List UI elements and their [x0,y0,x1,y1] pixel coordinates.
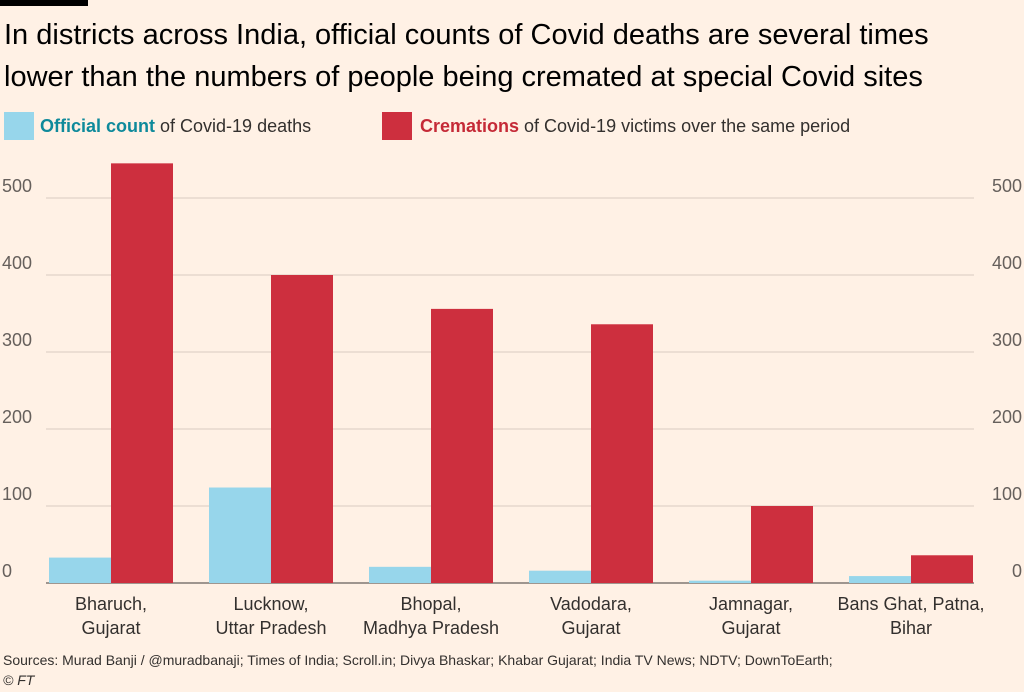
bar-official [689,580,751,583]
y-tick-label-right: 500 [992,176,1022,196]
title-line-2: lower than the numbers of people being c… [4,61,923,93]
y-tick-label-left: 300 [2,330,32,350]
category-label: Bhopal, [400,594,461,614]
legend-swatch-official [4,112,34,140]
y-tick-label-right: 0 [1012,561,1022,581]
bar-official [209,487,271,583]
ft-top-bar [0,0,88,6]
y-tick-label-right: 100 [992,484,1022,504]
source-text: Sources: Murad Banji / @muradbanaji; Tim… [3,652,833,668]
legend-label-cremations: Cremations of Covid-19 victims over the … [420,116,850,137]
category-labels: Bharuch, Gujarat Lucknow, Uttar Pradesh Bhop… [75,594,985,638]
category-label: Gujarat [561,618,620,638]
category-label: Jamnagar, [709,594,793,614]
bar-cremations [591,324,653,583]
category-label: Lucknow, [233,594,308,614]
y-tick-label-right: 200 [992,407,1022,427]
legend-cremations-bold: Cremations [420,116,520,136]
bar-cremations [911,555,973,583]
copyright: © FT [3,672,35,688]
y-tick-label-right: 400 [992,253,1022,273]
bar-chart: 0 0 100 100 200 200 300 300 400 400 500 500 Bharuch… [2,163,1022,638]
bars [49,163,973,583]
bar-cremations [431,308,493,583]
y-tick-label-left: 200 [2,407,32,427]
bar-cremations [271,275,333,583]
bar-official [849,576,911,583]
category-label: Uttar Pradesh [215,618,326,638]
legend-official-bold: Official count [40,116,156,136]
category-label: Gujarat [81,618,140,638]
y-tick-label-right: 300 [992,330,1022,350]
grid-lines: 0 0 100 100 200 200 300 300 400 400 500 500 [2,176,1022,584]
source-note: Sources: Murad Banji / @muradbanaji; Tim… [3,650,1013,690]
y-tick-label-left: 100 [2,484,32,504]
y-tick-label-left: 400 [2,253,32,273]
bar-cremations [751,506,813,583]
title-line-1: In districts across India, official coun… [4,19,929,51]
legend-swatch-cremations [382,112,412,140]
y-tick-label-left: 0 [2,561,12,581]
category-label: Gujarat [721,618,780,638]
category-label: Bihar [890,618,932,638]
legend-label-official: Official count of Covid-19 deaths [40,116,311,137]
category-label: Bharuch, [75,594,147,614]
category-label: Madhya Pradesh [363,618,499,638]
bar-official [369,566,431,583]
y-tick-label-left: 500 [2,176,32,196]
bar-cremations [111,163,173,583]
category-label: Bans Ghat, Patna, [837,594,984,614]
category-label: Vadodara, [550,594,632,614]
legend-cremations-rest: of Covid-19 victims over the same period [519,116,851,136]
bar-official [529,570,591,583]
chart-title: In districts across India, official coun… [4,14,1014,98]
bar-official [49,557,111,583]
legend-official-rest: of Covid-19 deaths [155,116,312,136]
